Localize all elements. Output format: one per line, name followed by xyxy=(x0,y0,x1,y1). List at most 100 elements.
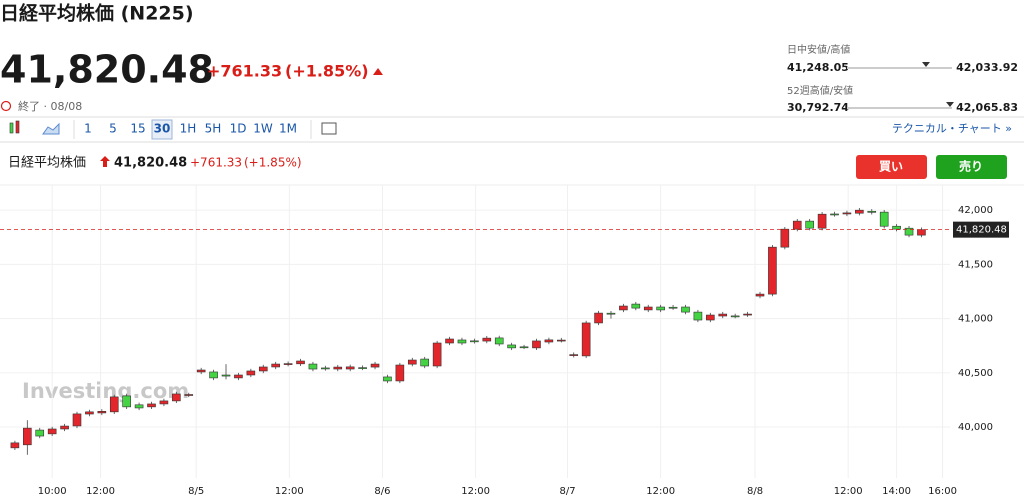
x-tick-label: 8/8 xyxy=(747,486,763,497)
candle-body xyxy=(383,376,392,382)
x-tick-label: 14:00 xyxy=(882,486,911,497)
x-tick-label: 10:00 xyxy=(38,486,67,497)
candle-body xyxy=(184,394,194,396)
candle-body xyxy=(35,429,45,437)
candle-body xyxy=(457,339,467,344)
week52-high: 42,065.83 xyxy=(956,101,1018,114)
candle-body xyxy=(706,314,715,321)
chart-up-arrow xyxy=(100,156,110,167)
candle-body xyxy=(606,312,616,315)
candle-body xyxy=(917,229,926,236)
candle-body xyxy=(494,337,504,345)
week52-marker xyxy=(946,102,954,107)
last-price-box xyxy=(953,221,1009,238)
technical-link[interactable]: テクニカル・チャート » xyxy=(892,122,1012,135)
plot: 40,000 40,500 41,000 41,500 42,000 10:00 12:00… xyxy=(0,185,1009,497)
candle-body xyxy=(147,403,156,408)
candle-body xyxy=(196,369,206,373)
candle-body xyxy=(879,211,889,227)
candle-body xyxy=(743,313,752,316)
chart-price: 41,820.48 xyxy=(114,156,187,171)
candle-body xyxy=(246,370,256,376)
x-tick-label: 12:00 xyxy=(834,486,863,497)
candle-body xyxy=(10,442,20,449)
candle-body xyxy=(904,227,914,236)
candle-body xyxy=(730,315,740,318)
buy-label[interactable]: 買い xyxy=(879,160,903,174)
candle-body xyxy=(47,428,57,435)
candle-body xyxy=(867,210,877,213)
interval-button[interactable]: 1 xyxy=(84,122,92,136)
candle-body xyxy=(296,360,305,365)
candle-body xyxy=(830,213,839,216)
day-high: 42,033.92 xyxy=(956,61,1018,74)
candle-body xyxy=(482,337,492,342)
candle-body xyxy=(445,338,454,344)
x-tick-label: 12:00 xyxy=(86,486,115,497)
candle-body xyxy=(221,374,231,377)
interval-button[interactable]: 15 xyxy=(130,122,145,136)
y-tick-label: 42,000 xyxy=(958,205,993,216)
interval-button[interactable]: 30 xyxy=(154,122,171,136)
table-icon[interactable] xyxy=(321,122,337,135)
candle-body xyxy=(60,425,69,430)
x-tick-label: 16:00 xyxy=(928,486,957,497)
candle-body xyxy=(172,393,181,402)
y-tick-label: 40,000 xyxy=(958,422,993,433)
y-tick-label: 40,500 xyxy=(958,368,993,379)
interval-button[interactable]: 5 xyxy=(109,122,117,136)
candle-body xyxy=(97,411,107,414)
candle-body xyxy=(109,396,119,413)
candle-body xyxy=(134,404,144,409)
price: 41,820.48 xyxy=(0,48,214,92)
candle-body xyxy=(333,366,343,370)
candle-body xyxy=(122,395,131,408)
candle-body xyxy=(581,322,591,357)
day-low: 41,248.05 xyxy=(787,61,849,74)
candle-body xyxy=(619,305,628,311)
candle-body xyxy=(283,363,293,365)
watermark: Investing.com xyxy=(22,379,189,403)
candle-body xyxy=(892,225,901,230)
candle-body xyxy=(643,306,653,311)
clock-icon xyxy=(0,100,12,112)
x-tick-label: 12:00 xyxy=(461,486,490,497)
up-arrow xyxy=(373,68,383,75)
candle-body xyxy=(718,313,728,317)
candle-body xyxy=(370,363,380,368)
candle-body xyxy=(805,220,814,229)
sell-button[interactable]: 売り xyxy=(936,155,1007,179)
interval-button[interactable]: 1M xyxy=(279,122,297,136)
x-tick-label: 8/5 xyxy=(188,486,204,497)
chart-change-pct: (+1.85%) xyxy=(244,156,302,170)
candle-body xyxy=(668,306,678,309)
candle-body xyxy=(557,339,566,342)
change: +761.33 xyxy=(207,62,282,81)
candle-body xyxy=(321,367,330,370)
candle-body xyxy=(780,228,790,248)
interval-button[interactable]: 1D xyxy=(230,122,247,136)
area-icon[interactable] xyxy=(42,122,60,135)
candle-body xyxy=(345,366,355,370)
candle-body xyxy=(23,427,32,446)
candle-body xyxy=(755,293,765,297)
candle-body xyxy=(209,371,218,379)
interval-button[interactable]: 1W xyxy=(253,122,273,136)
sell-label[interactable]: 売り xyxy=(959,159,983,174)
interval-button[interactable]: 5H xyxy=(205,122,222,136)
buy-button[interactable]: 買い xyxy=(856,155,927,179)
y-tick-label: 41,000 xyxy=(958,314,993,325)
candle-body xyxy=(72,413,82,427)
candle-body xyxy=(792,220,802,230)
candle-icon[interactable] xyxy=(9,120,20,134)
candle-body xyxy=(817,213,827,229)
candle-body xyxy=(855,209,864,214)
interval-button[interactable]: 1H xyxy=(180,122,197,136)
market-status: 終了 · 08/08 xyxy=(18,99,82,113)
candle-body xyxy=(532,340,541,349)
candle-body xyxy=(631,303,641,309)
candle-body xyxy=(656,306,665,311)
candle-body xyxy=(470,340,479,343)
